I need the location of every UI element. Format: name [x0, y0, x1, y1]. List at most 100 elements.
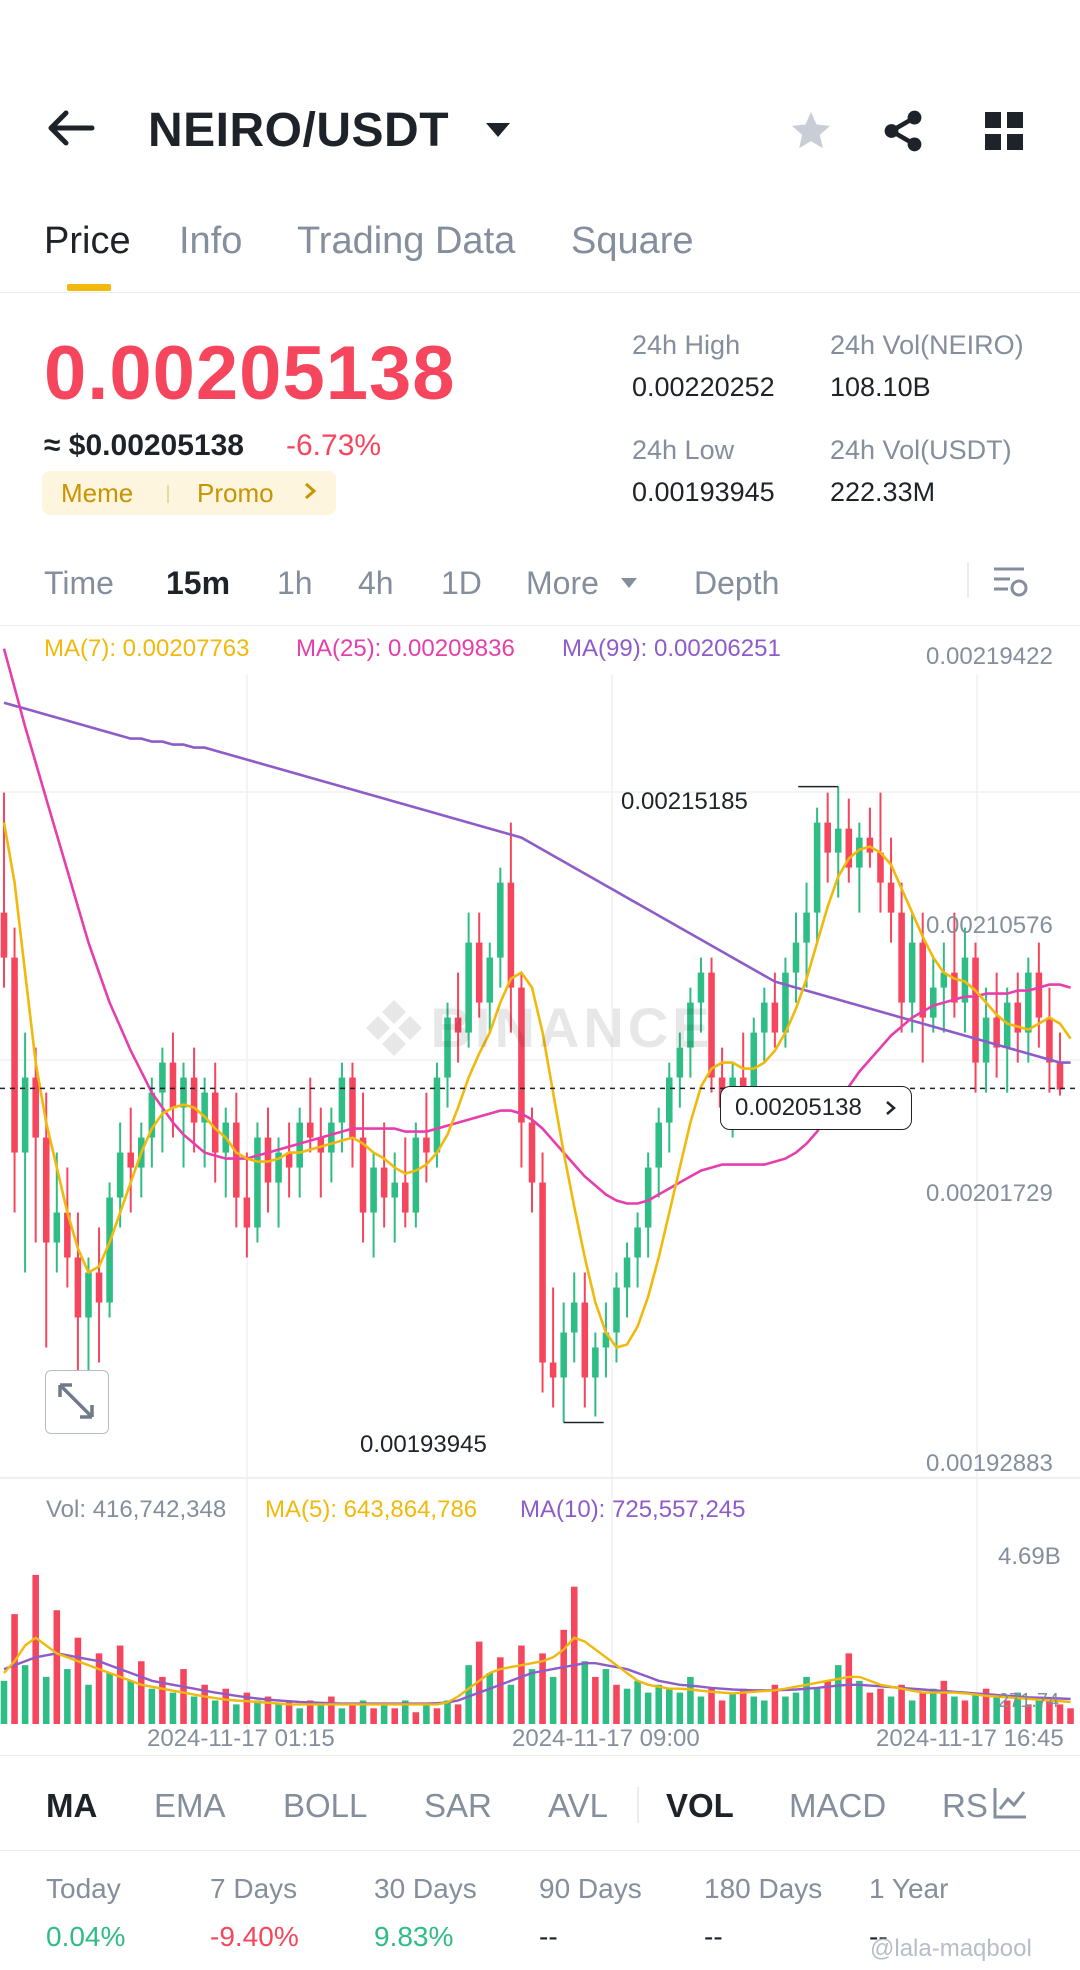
volume-bar: [634, 1680, 641, 1724]
candle-body: [972, 957, 979, 1063]
candle-body: [412, 1137, 420, 1213]
interval-time[interactable]: Time: [44, 565, 114, 601]
binance-watermark: BINANCE: [362, 995, 714, 1060]
candle-body: [127, 1152, 134, 1168]
tab-info[interactable]: Info: [179, 220, 243, 262]
volume-bar: [782, 1696, 789, 1724]
interval-more[interactable]: More: [526, 565, 599, 601]
kline-chart[interactable]: [0, 620, 1080, 1740]
indicator-avl[interactable]: AVL: [548, 1787, 608, 1824]
volume-bar: [264, 1696, 272, 1724]
ma25-legend: MA(25): 0.00209836: [296, 635, 515, 662]
candle-body: [433, 1077, 441, 1153]
candle-body: [750, 1032, 758, 1093]
vol-ma5-line: [3, 1636, 1071, 1706]
back-button[interactable]: [44, 108, 100, 158]
tab-price[interactable]: Price: [44, 220, 131, 262]
candle-body: [602, 1332, 610, 1348]
indicator-divider: [637, 1787, 639, 1823]
candle-body: [761, 1002, 768, 1033]
pair-selector-button[interactable]: [484, 121, 512, 144]
volume-bar: [570, 1586, 578, 1724]
candle-body: [792, 942, 800, 973]
indicator-ma[interactable]: MA: [46, 1787, 98, 1824]
layout-button[interactable]: [983, 110, 1025, 157]
chart-settings-button[interactable]: [990, 563, 1030, 604]
interval-depth[interactable]: Depth: [694, 565, 780, 601]
volume-bar: [423, 1704, 430, 1724]
volume-bar: [391, 1708, 398, 1724]
price-axis-label: 0.00210576: [926, 912, 1053, 939]
volume-bar: [42, 1676, 50, 1724]
tab-square[interactable]: Square: [571, 220, 694, 262]
perf-label-30d: 30 Days: [374, 1873, 477, 1904]
ma7-legend: MA(7): 0.00207763: [44, 635, 250, 662]
candle-body: [296, 1122, 303, 1168]
indicator-macd[interactable]: MACD: [789, 1787, 887, 1824]
candle-body: [64, 1212, 71, 1258]
volume-bar: [866, 1692, 874, 1724]
interval-1h[interactable]: 1h: [277, 565, 313, 601]
candle-body: [697, 972, 705, 1003]
candle-body: [518, 987, 525, 1123]
indicator-vol[interactable]: VOL: [666, 1787, 734, 1824]
fullscreen-button[interactable]: [45, 1370, 109, 1434]
volume-bar: [412, 1712, 420, 1724]
tab-trading-data[interactable]: Trading Data: [297, 220, 516, 262]
volume-bar: [750, 1696, 758, 1724]
chevron-right-icon: [303, 481, 317, 506]
volume-bar: [528, 1669, 536, 1724]
volume-bar: [169, 1692, 177, 1724]
volume-bar: [465, 1665, 472, 1724]
chart-settings-icon: [994, 567, 1028, 597]
indicator-rsi[interactable]: RS: [942, 1787, 988, 1824]
volume-bar: [824, 1680, 831, 1724]
candle-body: [539, 1182, 546, 1363]
interval-1d[interactable]: 1D: [441, 565, 482, 601]
interval-4h[interactable]: 4h: [358, 565, 394, 601]
volume-bar: [190, 1696, 198, 1724]
current-price-tag[interactable]: 0.00205138: [720, 1086, 912, 1130]
candle-body: [592, 1347, 599, 1378]
indicator-ema[interactable]: EMA: [154, 1787, 226, 1824]
tag-chip[interactable]: [42, 471, 336, 515]
indicator-sar[interactable]: SAR: [424, 1787, 492, 1824]
indicator-settings-button[interactable]: [990, 1783, 1050, 1827]
candle-body: [708, 972, 715, 1078]
volume-bar: [116, 1645, 124, 1724]
tag-promo[interactable]: Promo: [197, 478, 274, 508]
candle-body: [0, 912, 8, 958]
favorite-button[interactable]: [788, 108, 834, 159]
volume-bar: [718, 1700, 726, 1724]
volume-bar: [359, 1700, 367, 1724]
candle-body: [507, 882, 515, 988]
indicator-boll[interactable]: BOLL: [283, 1787, 368, 1824]
volume-bar: [127, 1680, 134, 1724]
candle-body: [549, 1362, 557, 1378]
perf-value-180d: --: [704, 1921, 723, 1952]
candle-body: [370, 1167, 377, 1213]
price-axis-label: 0.00192883: [926, 1450, 1053, 1477]
vol-ma5-legend: MA(5): 643,864,786: [265, 1496, 478, 1523]
tag-separator: [167, 485, 169, 503]
time-axis-label: 2024-11-17 16:45: [876, 1725, 1064, 1752]
volume-bar: [180, 1669, 187, 1724]
share-button[interactable]: [880, 108, 926, 159]
volume-bar: [21, 1665, 29, 1724]
perf-value-30d: 9.83%: [374, 1921, 454, 1952]
candle-body: [856, 837, 863, 868]
candle-body: [317, 1137, 325, 1153]
interval-15m[interactable]: 15m: [166, 565, 231, 601]
last-price: 0.00205138: [44, 331, 456, 416]
volume-bar: [285, 1700, 293, 1724]
volume-bar: [296, 1708, 303, 1724]
pair-title[interactable]: NEIRO/USDT: [148, 104, 450, 157]
candle-body: [898, 912, 905, 1003]
candle-body: [877, 852, 884, 883]
volume-bar: [349, 1704, 356, 1724]
ma99-legend: MA(99): 0.00206251: [562, 635, 781, 662]
perf-label-180d: 180 Days: [704, 1873, 823, 1904]
indicator-bar-divider: [0, 1850, 1080, 1851]
tag-meme[interactable]: Meme: [61, 478, 134, 508]
candle-body: [380, 1167, 388, 1198]
